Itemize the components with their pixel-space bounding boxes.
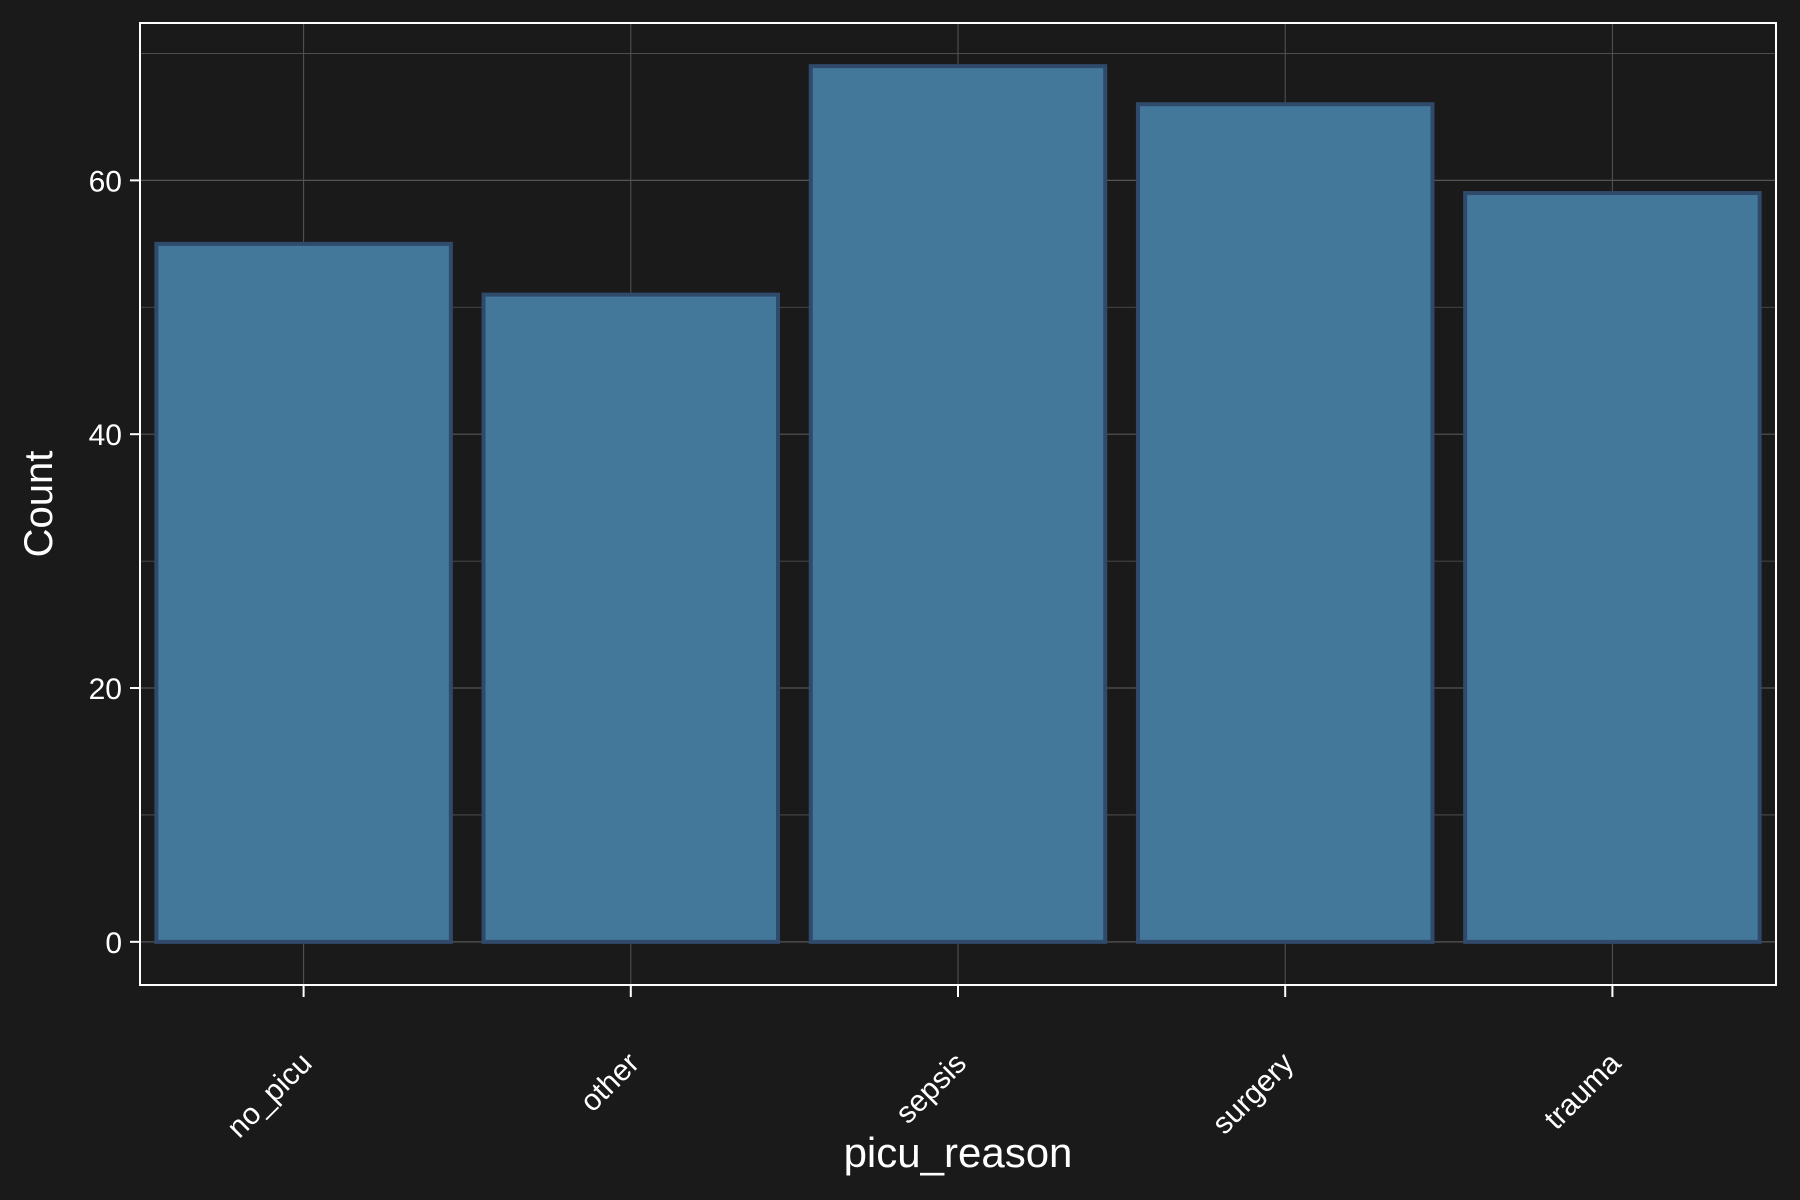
bar-sepsis bbox=[808, 64, 1108, 944]
bar-surgery bbox=[1135, 102, 1435, 944]
bars bbox=[154, 64, 1762, 944]
axis-ticks bbox=[130, 179, 1614, 997]
y-tick-label: 0 bbox=[105, 927, 122, 960]
x-axis-label: picu_reason bbox=[844, 1129, 1073, 1176]
y-tick-label: 40 bbox=[89, 419, 122, 452]
y-axis-label: Count bbox=[17, 451, 61, 558]
y-tick-label: 20 bbox=[89, 673, 122, 706]
bar-other bbox=[481, 292, 781, 944]
bar-no_picu bbox=[154, 241, 453, 944]
bar-trauma bbox=[1463, 191, 1762, 944]
y-tick-label: 60 bbox=[89, 165, 122, 198]
